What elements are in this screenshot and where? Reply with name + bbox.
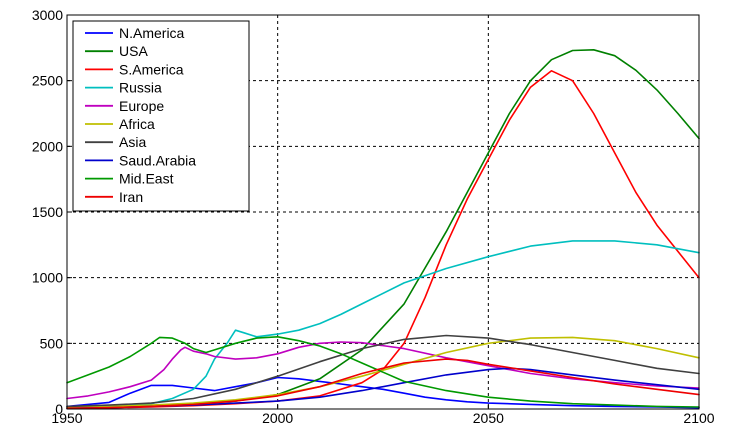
series-layer [66,49,700,410]
y-tick-label: 0 [55,401,63,417]
x-tick-label: 2100 [683,410,714,426]
series-line-africa [66,336,700,409]
legend-label: Saud.Arabia [119,152,196,168]
series-line-europe [66,341,700,400]
legend-label: Russia [119,80,162,96]
legend-label: Iran [119,189,143,205]
series-line-iran [66,358,700,410]
legend-label: USA [119,43,148,59]
legend-label: S.America [119,61,184,77]
legend-label: Europe [119,98,164,114]
series-line-n-america [66,376,700,409]
y-tick-label: 2000 [32,138,63,154]
legend-label: Mid.East [119,171,174,187]
axis-layer: 1950 2000 2050 2100 0 500 1000 1500 2000 2500 3000 [32,7,715,426]
x-tick-label: 2000 [262,410,293,426]
series-line-russia [66,240,700,410]
x-tick-label: 1950 [51,410,82,426]
x-tick-label: 2050 [473,410,504,426]
legend: N.America USA S.America Russia Europe Africa A… [72,20,250,212]
y-tick-label: 1500 [32,204,63,220]
y-tick-label: 500 [40,335,64,351]
y-tick-label: 3000 [32,7,63,23]
legend-label: Asia [119,134,146,150]
y-tick-label: 2500 [32,73,63,89]
series-line-mid-east [66,336,700,408]
series-line-asia [66,334,700,408]
y-tick-label: 1000 [32,270,63,286]
legend-label: N.America [119,25,185,41]
legend-label: Africa [119,116,155,132]
